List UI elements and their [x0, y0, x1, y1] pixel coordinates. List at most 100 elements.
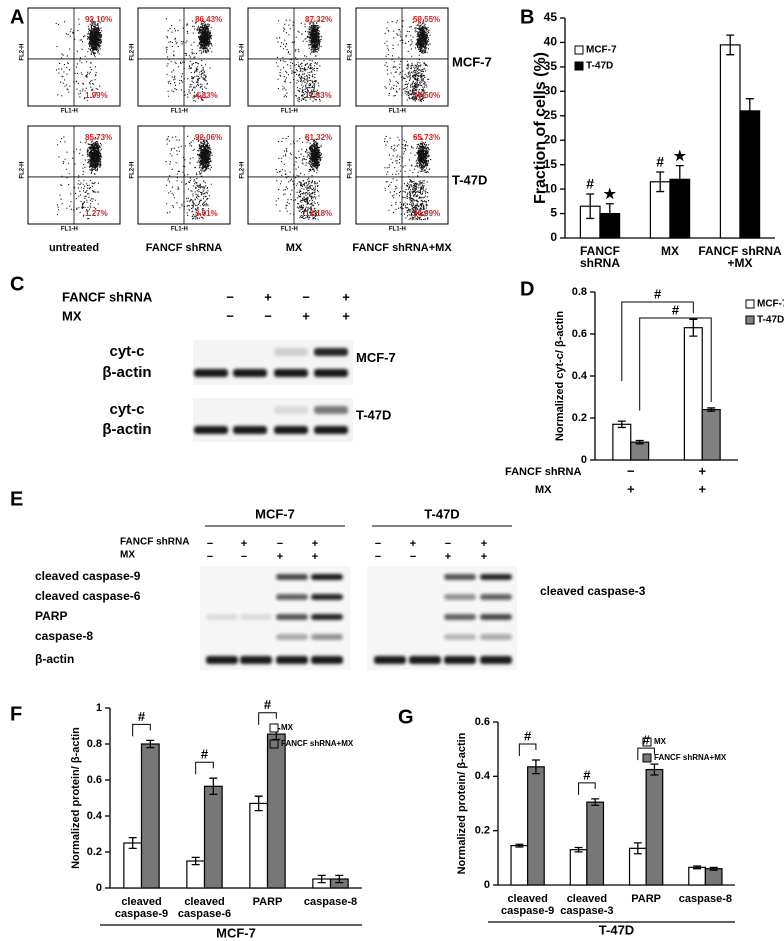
significance-mark: # — [264, 697, 272, 712]
x-tick-label: cleaved — [567, 893, 607, 905]
panel-letter: A — [10, 6, 24, 28]
condition-mark: − — [241, 551, 247, 563]
flow-x-axis: FL1-H — [389, 109, 406, 115]
error-bar — [605, 203, 614, 224]
event-dots — [165, 135, 213, 220]
significance-mark: # — [654, 286, 662, 301]
y-tick-label: 25 — [544, 108, 558, 122]
legend-swatch — [269, 723, 279, 733]
significance-mark: # — [586, 176, 594, 192]
y-tick-label: 35 — [544, 59, 558, 73]
condition-mark: + — [312, 538, 318, 550]
blot-band — [276, 634, 308, 640]
x-tick-label: +MX — [727, 256, 752, 270]
blot-band — [480, 594, 512, 600]
panel-letter: G — [398, 706, 414, 728]
error-bar — [515, 843, 524, 848]
error-bar — [656, 171, 665, 193]
bar — [688, 866, 706, 886]
event-dots — [55, 18, 103, 102]
condition-mark: + — [698, 463, 706, 478]
row-label: T-47D — [452, 172, 487, 187]
condition-mark: − — [302, 289, 310, 304]
blot-band — [311, 614, 343, 620]
legend-label: T-47D — [757, 315, 784, 326]
y-tick-label: 30 — [544, 84, 558, 98]
legend-label: MCF-7 — [757, 299, 784, 310]
blot-band — [444, 574, 476, 580]
blot-band — [206, 614, 238, 620]
x-tick-label: cleaved — [121, 896, 161, 908]
blot-band — [314, 348, 348, 356]
error-bar — [146, 739, 155, 749]
flow-y-axis: FL2-H — [348, 44, 354, 61]
blot-background — [193, 398, 353, 442]
blot-band — [240, 656, 272, 664]
y-tick-label: 1 — [96, 702, 102, 714]
significance-bracket — [578, 782, 596, 795]
blot-row-label: cleaved caspase-6 — [35, 589, 141, 603]
bar — [569, 849, 588, 886]
legend-label: MX — [281, 723, 294, 732]
upper-percent: 81.32% — [305, 133, 332, 142]
legend-swatch — [574, 61, 584, 71]
upper-percent: 92.06% — [195, 133, 222, 142]
y-tick-label: 0.8 — [572, 286, 587, 298]
x-tick-label: cleaved — [184, 896, 224, 908]
error-bar — [128, 836, 137, 850]
blot-row-label: β-actin — [102, 421, 151, 438]
y-tick-label: 0.2 — [475, 825, 490, 837]
legend-label: FANCF shRNA+MX — [654, 753, 727, 762]
flow-y-axis: FL2-H — [130, 44, 136, 61]
x-tick-label: caspase-3 — [560, 905, 613, 917]
y-tick-label: 20 — [544, 132, 558, 146]
error-bar — [191, 856, 200, 866]
blot-band — [311, 594, 343, 600]
condition-mark: + — [481, 538, 487, 550]
x-tick-label: caspase-6 — [178, 908, 231, 920]
flow-y-axis: FL2-H — [240, 44, 246, 61]
lower-percent: 12.18% — [305, 209, 332, 218]
blot-row-label: cyt-c — [109, 401, 144, 418]
legend-swatch — [642, 753, 652, 763]
error-bar — [317, 874, 326, 884]
y-tick-label: 0.2 — [572, 412, 587, 424]
error-bar — [635, 439, 644, 445]
event-dots — [384, 135, 432, 221]
bar — [719, 44, 741, 239]
bar — [704, 868, 723, 886]
blot-band — [276, 594, 308, 600]
lower-percent: 1.99% — [85, 91, 108, 100]
column-label: FANCF shRNA — [146, 242, 222, 254]
y-tick-label: 0.8 — [87, 738, 102, 750]
error-bar — [591, 798, 600, 807]
significance-mark: # — [524, 728, 532, 743]
condition-mark: + — [264, 289, 272, 304]
y-tick-label: 15 — [544, 157, 558, 171]
legend-label: FANCF shRNA+MX — [281, 739, 354, 748]
significance-mark: # — [643, 733, 651, 748]
y-tick-label: 5 — [550, 206, 557, 220]
event-dots — [275, 135, 323, 220]
blot-row-label: β-actin — [102, 364, 151, 381]
condition-mark: − — [207, 551, 213, 563]
blot-band — [311, 634, 343, 640]
blot-row-label: cleaved caspase-9 — [35, 569, 141, 583]
significance-bracket — [195, 761, 214, 775]
error-bar — [745, 98, 754, 124]
error-bar — [675, 164, 684, 194]
flow-y-axis: FL2-H — [240, 162, 246, 179]
y-axis-label: Normalized protein/ β-actin — [456, 732, 468, 874]
y-tick-label: 0 — [96, 882, 102, 894]
legend-swatch — [745, 315, 755, 325]
flow-x-axis: FL1-H — [61, 109, 78, 115]
bar — [630, 441, 650, 461]
x-tick-label: PARP — [631, 893, 661, 905]
error-bar — [633, 842, 642, 855]
legend-swatch — [745, 299, 755, 309]
cell-line-label: MCF-7 — [255, 506, 295, 521]
blot-band — [240, 614, 272, 620]
y-tick-label: 0.4 — [475, 770, 491, 782]
panel-letter: D — [520, 278, 534, 300]
